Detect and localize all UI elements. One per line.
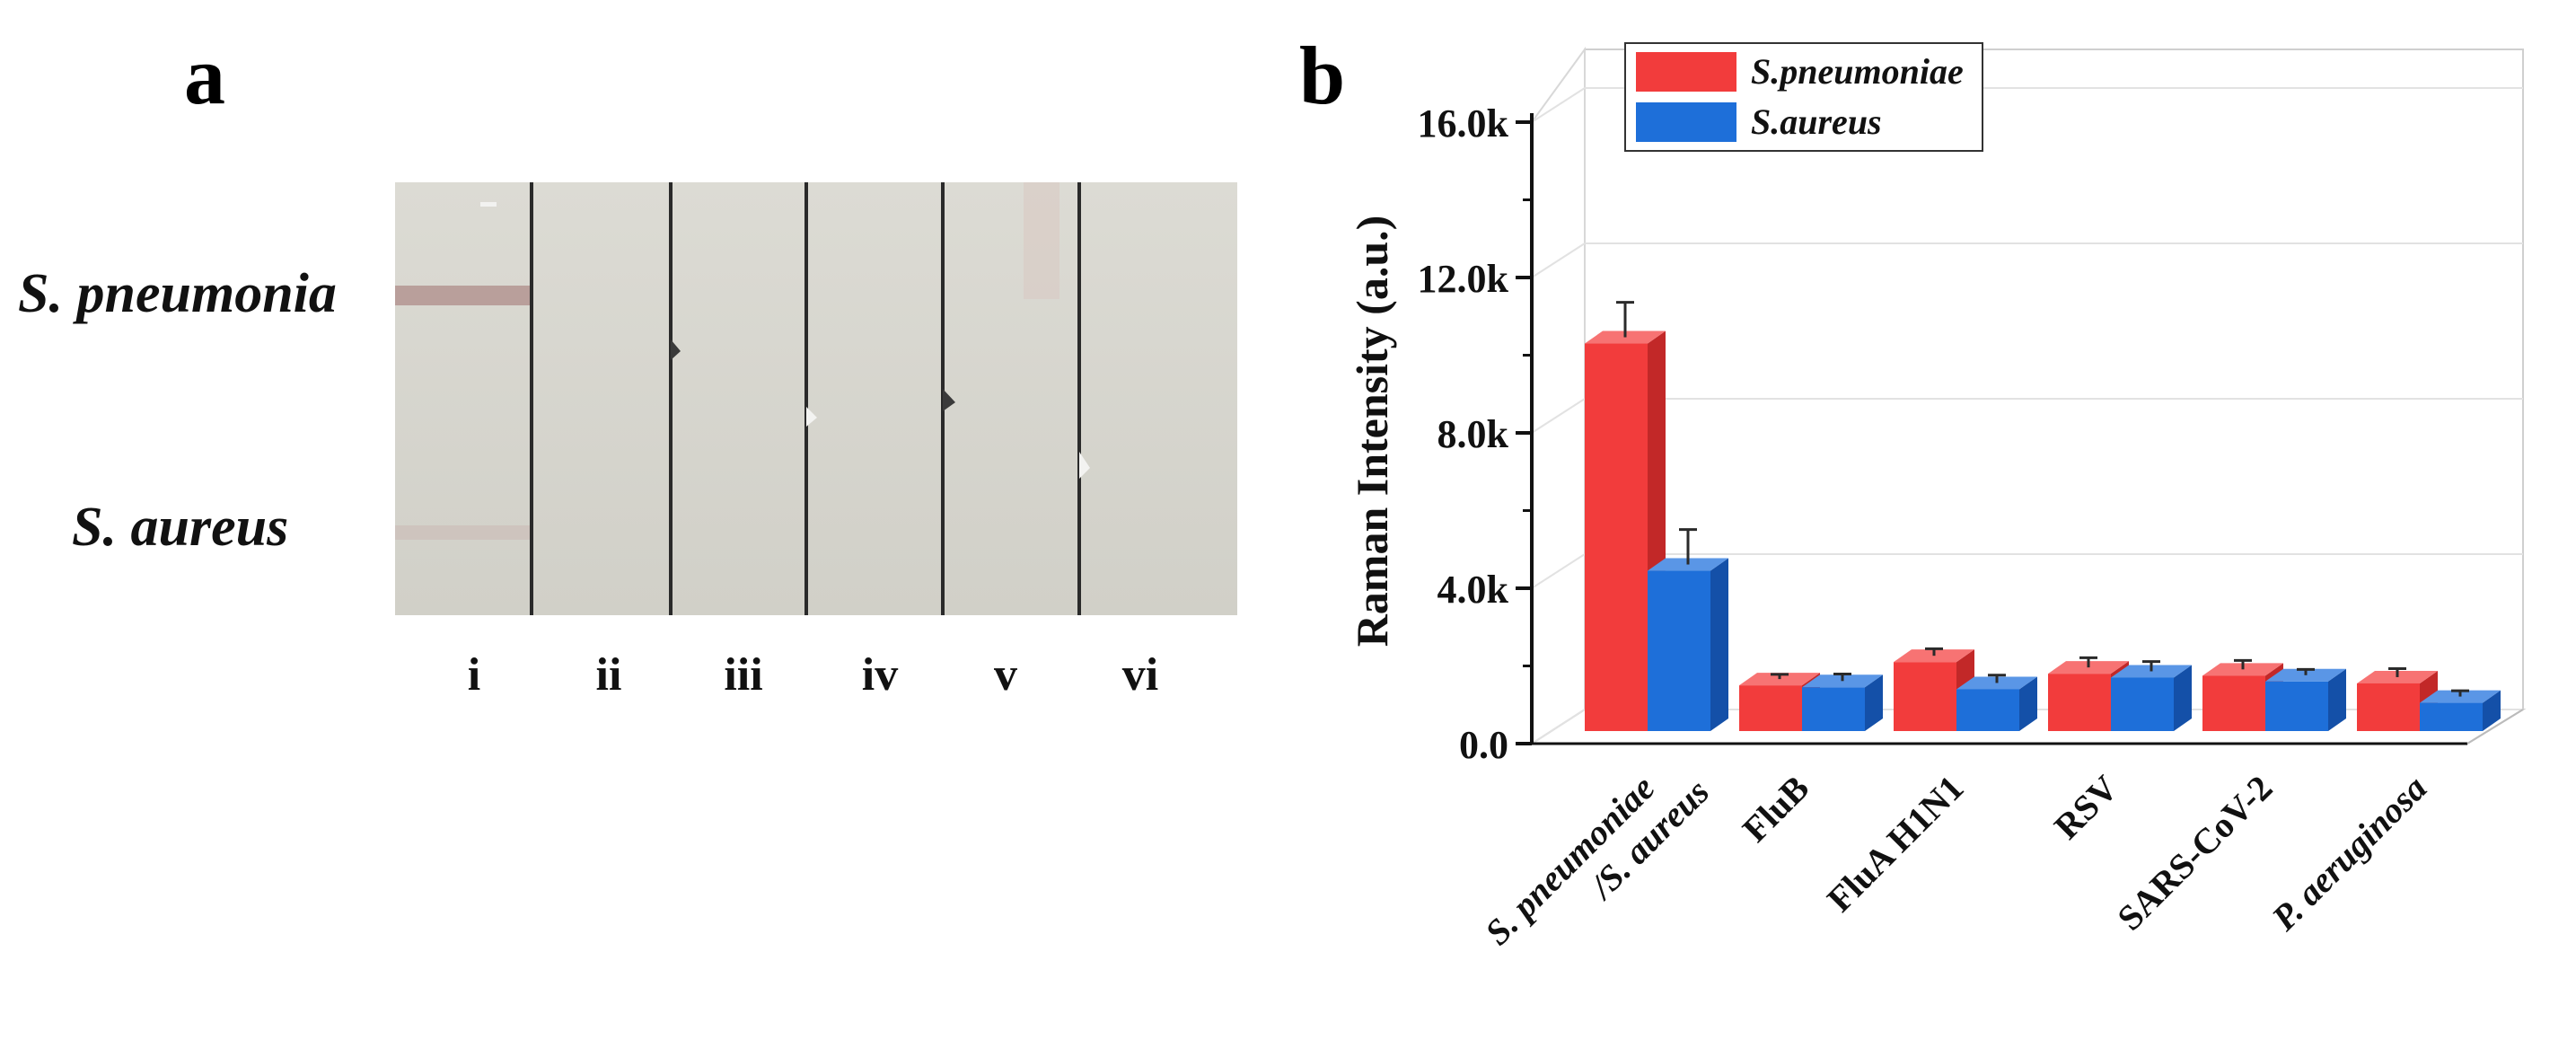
lane-label-ii: ii <box>595 649 622 701</box>
lane-label-iii: iii <box>724 649 763 701</box>
x-tick-label: FluA H1N1 <box>1819 768 1971 920</box>
bar-series2-2-side <box>2019 676 2037 731</box>
y-tick-label: 12.0k <box>1418 257 1509 301</box>
bar-series1-1 <box>1739 685 1802 731</box>
legend-label-1: S.pneumoniae <box>1751 51 1964 92</box>
x-tick-label: S. pneumoniae/S. aureus <box>1477 742 1717 982</box>
x-tick-label: RSV <box>2046 767 2125 846</box>
chart-side-panel <box>1531 46 1586 745</box>
y-axis-label: Raman Intensity (a.u.) <box>1347 216 1397 648</box>
row-label-s-aureus: S. aureus <box>72 497 289 558</box>
gridline-side <box>1531 398 1586 434</box>
bar-series2-0-side <box>1710 558 1728 731</box>
bar-series2-3-side <box>2174 665 2192 731</box>
bar-series2-5 <box>2420 702 2483 731</box>
bar-series1-0 <box>1585 343 1648 731</box>
gridline-side <box>1531 242 1586 278</box>
lane-label-vi: vi <box>1121 649 1159 701</box>
row-label-s-pneumonia: S. pneumonia <box>18 263 337 324</box>
bar-series1-5 <box>2357 683 2420 731</box>
bar-series2-3 <box>2111 677 2174 731</box>
lane-label-iv: iv <box>861 649 899 701</box>
y-tick-label: 16.0k <box>1418 101 1509 145</box>
gridline-side <box>1531 709 1586 745</box>
gridline-side <box>1531 553 1586 589</box>
bar-series2-1 <box>1802 687 1865 731</box>
y-tick-label: 8.0k <box>1437 412 1509 456</box>
bar-series1-4 <box>2202 675 2265 731</box>
floor-edge <box>2466 709 2524 745</box>
bar-series2-2 <box>1956 689 2019 731</box>
legend-swatch-1 <box>1636 52 1736 92</box>
gridline-side <box>1531 87 1586 123</box>
y-tick-label: 0.0 <box>1459 723 1508 767</box>
test-strip-photo <box>395 182 1237 615</box>
x-tick-label: FluB <box>1735 768 1817 851</box>
panel-b-label: b <box>1299 30 1346 121</box>
panel-a-label: a <box>184 30 225 121</box>
bar-series1-3 <box>2048 674 2111 731</box>
bar-series2-4-side <box>2328 668 2346 731</box>
legend-swatch-2 <box>1636 102 1736 142</box>
lane-label-i: i <box>467 649 481 701</box>
bar-series1-2 <box>1894 662 1956 731</box>
bar-series2-1-side <box>1865 674 1883 731</box>
bar-series2-0 <box>1648 570 1710 731</box>
x-tick-label: P. aeruginosa <box>2264 768 2435 939</box>
lane-label-v: v <box>994 649 1017 701</box>
bar-series2-4 <box>2265 681 2328 731</box>
legend-label-2: S.aureus <box>1751 101 1882 142</box>
y-tick-label: 4.0k <box>1437 568 1509 612</box>
bar-series2-5-side <box>2483 690 2501 731</box>
x-tick-label: SARS-CoV-2 <box>2109 768 2280 939</box>
